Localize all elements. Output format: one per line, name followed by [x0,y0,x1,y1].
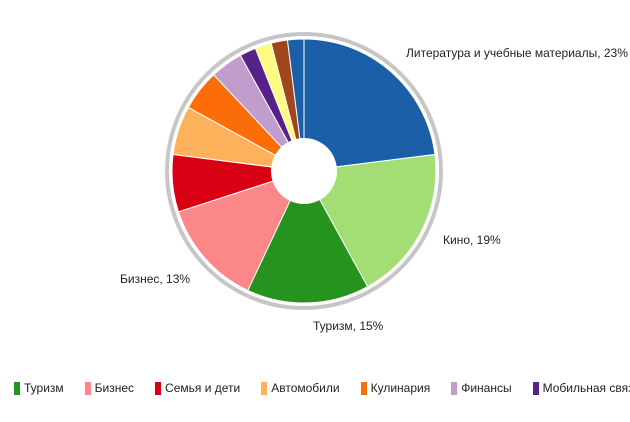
legend-item[interactable]: Мобильная связь и [532,381,630,395]
pie-outer-ring [165,32,443,310]
pie-slice-3[interactable] [177,170,305,292]
pie-slice-1[interactable] [303,153,437,288]
legend-item[interactable]: Бизнес [84,381,135,395]
legend-item[interactable]: Туризм [14,381,64,395]
legend-item[interactable]: Кулинария [360,381,431,395]
legend-swatch [155,381,162,395]
pie-slice-2[interactable] [247,169,369,304]
pie-slice-0[interactable] [303,38,436,172]
slice-label-turizm: Туризм, 15% [313,319,384,333]
donut-hole [271,138,337,204]
legend-label: Семья и дети [165,381,241,395]
legend-label: Финансы [461,381,512,395]
legend-label: Туризм [24,381,64,395]
legend-swatch [360,381,367,395]
legend-item[interactable]: Семья и дети [155,381,240,395]
legend: Туризм Бизнес Семья и дети Автомобили Ку… [14,381,630,395]
legend-item[interactable]: Финансы [451,381,512,395]
legend-swatch [532,381,539,395]
pie-slice-11[interactable] [286,38,305,172]
legend-swatch [84,381,91,395]
legend-swatch [261,381,268,395]
legend-swatch [451,381,458,395]
slice-label-biznes: Бизнес, 13% [120,272,190,286]
legend-label: Бизнес [94,381,135,395]
legend-swatch [14,381,20,395]
legend-item[interactable]: Автомобили [261,381,340,395]
legend-label: Кулинария [370,381,431,395]
legend-label: Мобильная связь и [542,381,630,395]
legend-label: Автомобили [271,381,340,395]
slice-label-literature: Литература и учебные материалы, 23% [406,46,628,60]
slice-label-kino: Кино, 19% [443,233,501,247]
